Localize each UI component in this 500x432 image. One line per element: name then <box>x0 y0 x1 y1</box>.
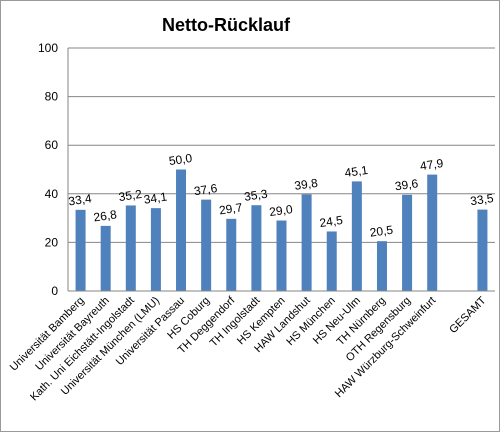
data-label: 35,3 <box>243 187 268 204</box>
bar <box>75 209 86 291</box>
data-label: 47,9 <box>419 156 444 173</box>
y-axis-ticks: 0 20 40 60 80 100 <box>38 41 58 298</box>
bar <box>427 174 438 291</box>
bar <box>276 220 287 291</box>
data-label: 29,0 <box>268 202 293 219</box>
data-labels: 33,426,835,2 34,1 50,037,629,735,329,039,8… <box>67 151 494 240</box>
bar <box>251 205 262 291</box>
bar <box>402 194 413 291</box>
data-label: 50,0 <box>168 151 193 168</box>
bar <box>125 205 136 291</box>
data-label: 29,7 <box>218 200 243 217</box>
bars <box>75 169 488 291</box>
x-tick-label: GESAMT <box>447 294 489 336</box>
y-tick-label: 0 <box>51 284 58 298</box>
data-label: 45,1 <box>344 163 369 180</box>
data-label: 39,6 <box>394 176 419 193</box>
data-label: 37,6 <box>193 181 218 198</box>
bar <box>201 199 212 291</box>
data-label: 34,1 <box>143 190 168 207</box>
y-tick-label: 80 <box>45 90 59 104</box>
bar <box>376 241 387 291</box>
bar <box>351 181 362 291</box>
y-tick-label: 60 <box>45 138 59 152</box>
chart-title: Netto-Rücklauf <box>162 15 291 35</box>
data-label: 33,5 <box>469 191 494 208</box>
data-label: 39,8 <box>294 176 319 193</box>
bar <box>226 218 237 291</box>
y-tick-label: 20 <box>45 235 59 249</box>
data-label: 35,2 <box>118 187 143 204</box>
y-tick-label: 40 <box>45 187 59 201</box>
data-label: 24,5 <box>319 213 344 230</box>
bar <box>150 208 161 291</box>
x-tick-label: Kath. Uni Eichstätt-Ingolstadt <box>28 295 137 404</box>
data-label: 20,5 <box>369 223 394 240</box>
bar <box>477 209 488 291</box>
data-label: 26,8 <box>93 207 118 224</box>
data-label: 33,4 <box>67 191 92 208</box>
bar <box>326 231 337 291</box>
bar <box>176 169 187 291</box>
bar <box>301 194 312 291</box>
y-tick-label: 100 <box>38 41 58 55</box>
bar <box>100 225 111 291</box>
